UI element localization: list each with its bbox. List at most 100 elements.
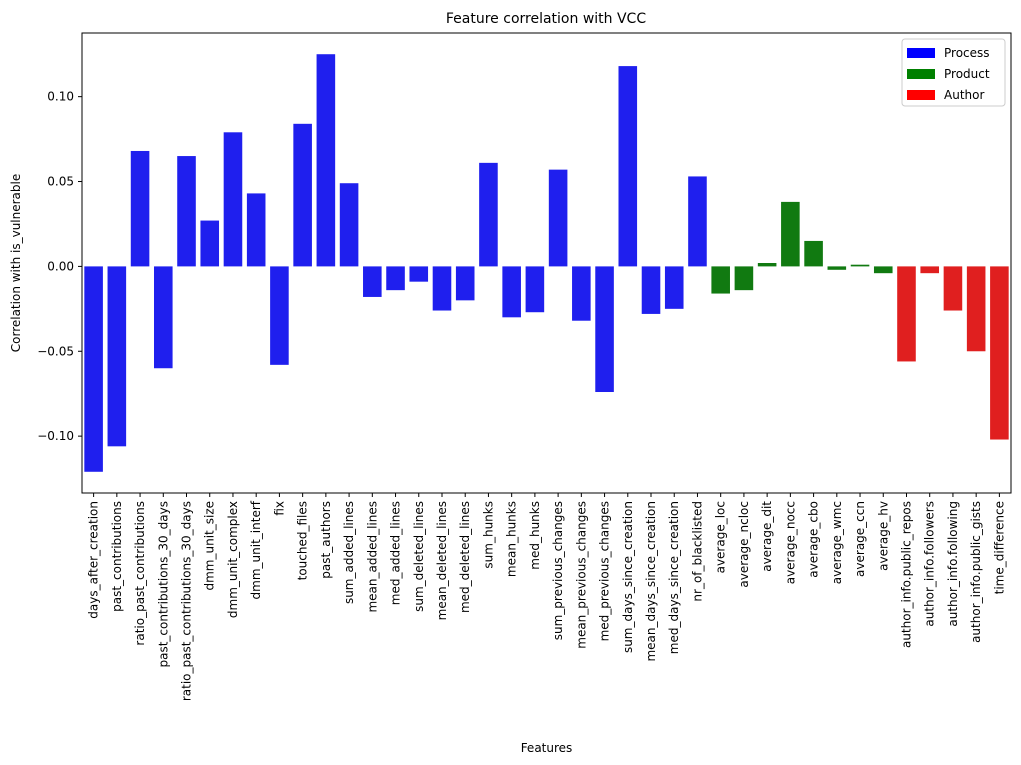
x-tick-label: sum_days_since_creation [621,501,635,653]
bar-average-loc [711,266,730,294]
bar-past-authors [316,54,336,267]
x-tick-label: past_contributions_30_days [156,501,170,668]
x-tick-label: average_nocc [783,501,797,584]
x-tick-label: mean_days_since_creation [644,501,658,662]
x-tick-label: average_wmc [830,501,844,584]
x-tick-label: ratio_past_contributions_30_days [180,501,194,701]
bar-sum-added-lines [339,183,359,267]
x-tick-label: sum_previous_changes [551,501,565,640]
x-tick-label: nr_of_blacklisted [690,501,704,602]
bar-sum-days-since-creation [618,66,638,267]
bar-time-difference [990,266,1009,440]
x-tick-label: days_after_creation [87,501,101,619]
bar-dmm-unit-size [200,220,220,267]
bar-touched-files [293,123,312,267]
bar-med-previous-changes [595,266,614,393]
x-tick-label: author_info.public_repos [899,501,913,648]
y-tick-label: 0.10 [47,90,74,104]
x-tick-label: sum_added_lines [342,501,356,604]
legend-label: Product [944,67,990,81]
bar-dmm-unit-complex [223,132,243,267]
bar-mean-hunks [502,266,521,318]
x-tick-label: average_dit [760,501,774,572]
bar-author-info-public-gists [966,266,986,352]
bar-average-wmc [827,266,847,270]
x-axis-title: Features [521,741,573,755]
y-axis: −0.10 −0.05 0.00 0.05 0.10 [37,90,82,443]
x-tick-label: average_cbo [807,501,821,578]
x-tick-label: touched_files [296,501,310,580]
bar-sum-deleted-lines [409,266,429,282]
x-tick-label: sum_hunks [481,501,495,569]
bar-dmm-unit-interf [246,193,266,267]
bar-mean-added-lines [363,266,382,297]
x-tick-label: time_difference [992,501,1006,594]
x-tick-label: average_ccn [853,501,867,577]
bars-group [84,54,1009,472]
bar-author-info-followers [920,266,940,274]
x-tick-label: average_hv [876,501,890,571]
bar-average-ncloc [734,266,754,291]
x-tick-label: fix [272,501,286,516]
x-tick-label: average_loc [714,501,728,573]
bar-author-info-public-repos [897,266,916,362]
x-tick-label: ratio_past_contributions [133,501,147,646]
bar-ratio-past-contributions [130,150,150,267]
x-tick-label: dmm_unit_complex [226,501,240,618]
legend-swatch [907,48,935,58]
x-tick-label: med_added_lines [389,501,403,605]
x-tick-label: mean_deleted_lines [435,501,449,620]
x-tick-label: average_ncloc [737,501,751,588]
bar-average-cbo [804,240,823,267]
y-tick-label: −0.10 [37,429,74,443]
bar-mean-previous-changes [572,266,591,321]
chart-title: Feature correlation with VCC [446,11,646,27]
x-tick-label: dmm_unit_size [203,501,217,591]
y-axis-title: Correlation with is_vulnerable [9,174,23,353]
x-tick-label: dmm_unit_interf [249,500,263,599]
bar-mean-deleted-lines [432,266,452,311]
bar-med-added-lines [386,266,405,291]
bar-med-days-since-creation [664,266,684,309]
x-tick-label: author_info.public_gists [969,501,983,643]
bar-med-hunks [525,266,545,313]
plot-frame [81,32,1012,494]
bar-med-deleted-lines [455,266,475,301]
legend-swatch [907,69,935,79]
x-tick-label: mean_added_lines [365,501,379,613]
y-tick-label: 0.05 [47,175,74,189]
x-tick-label: mean_previous_changes [574,501,588,649]
bar-nr-of-blacklisted [688,176,707,267]
bar-average-nocc [781,201,800,267]
bar-average-hv [873,266,893,274]
bar-past-contributions [107,266,127,447]
y-tick-label: 0.00 [47,259,74,273]
x-tick-label: past_contributions [110,501,124,612]
bar-mean-days-since-creation [641,266,661,314]
bar-average-ccn [850,264,870,267]
x-tick-label: med_days_since_creation [667,501,681,654]
bar-author-info-following [943,266,963,311]
x-tick-label: med_hunks [528,501,542,570]
x-axis: days_after_creation past_contributions rat… [87,493,1006,701]
x-tick-label: med_deleted_lines [458,501,472,613]
legend: Process Product Author [901,38,1006,107]
legend-label: Author [944,88,984,102]
x-tick-label: author_info.followers [923,501,937,627]
x-tick-label: sum_deleted_lines [412,501,426,612]
bar-sum-previous-changes [548,169,568,267]
bar-average-dit [757,263,777,267]
bar-sum-hunks [479,162,498,267]
x-tick-label: author_info.following [946,501,960,627]
bar-ratio-past-contributions-30-days [177,156,196,267]
x-tick-label: past_authors [319,501,333,579]
legend-label: Process [944,46,990,60]
y-tick-label: −0.05 [37,344,74,358]
x-tick-label: mean_hunks [505,501,519,577]
bar-fix [270,266,289,365]
bar-days-after-creation [84,266,103,472]
bar-past-contributions-30-days [153,266,173,369]
x-tick-label: med_previous_changes [598,501,612,641]
legend-swatch [907,90,935,100]
